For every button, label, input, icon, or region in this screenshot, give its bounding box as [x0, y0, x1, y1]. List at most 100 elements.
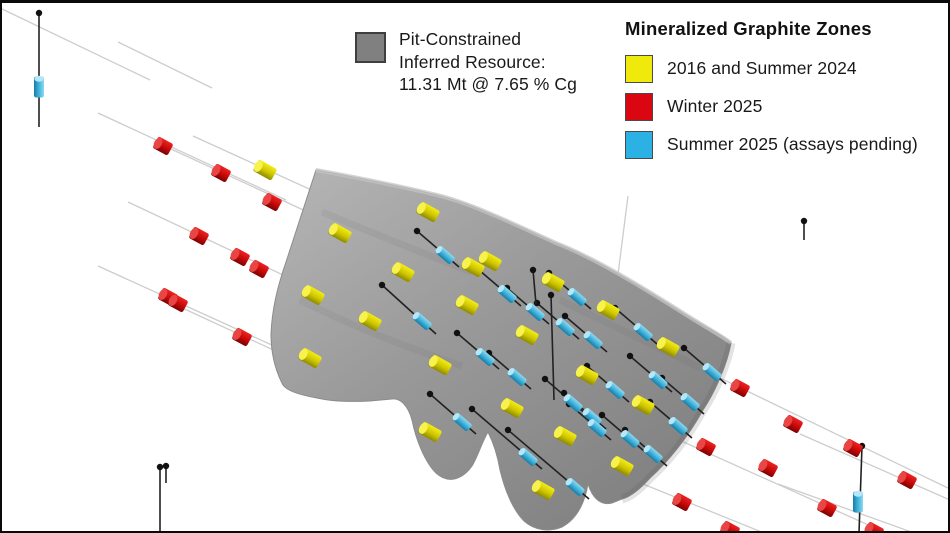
zone-red-intercept[interactable] — [671, 492, 693, 512]
zone-cyan-intercept[interactable] — [474, 347, 496, 367]
pit-resource-line2: Inferred Resource: — [399, 51, 546, 72]
pit-rim-highlight — [315, 168, 733, 345]
drill-collar-dot — [378, 281, 386, 289]
zone-cyan-intercept[interactable] — [647, 370, 669, 390]
zone-red-intercept[interactable] — [167, 293, 189, 313]
pit-shell[interactable] — [270, 168, 736, 531]
drill-collar-dot — [626, 352, 634, 360]
zone-red-intercept[interactable] — [729, 378, 751, 398]
zone-red-intercept[interactable] — [210, 163, 232, 183]
drill-collar-dot — [541, 375, 549, 383]
zone-row-2016-summer-2024: 2016 and Summer 2024 — [625, 54, 918, 83]
zone-yellow-intercept[interactable] — [514, 324, 540, 346]
zone-yellow-intercept[interactable] — [417, 421, 443, 443]
zone-red-intercept[interactable] — [229, 247, 251, 267]
zone-yellow-intercept[interactable] — [427, 354, 453, 376]
zone-yellow-intercept[interactable] — [327, 222, 353, 244]
zone-cyan-intercept[interactable] — [434, 245, 456, 265]
drill-trace-line — [157, 142, 313, 215]
zone-yellow-intercept[interactable] — [552, 425, 578, 447]
zone-red-intercept[interactable] — [248, 259, 270, 279]
zone-yellow-intercept[interactable] — [300, 284, 326, 306]
zone-red-intercept[interactable] — [863, 521, 885, 533]
zone-yellow-intercept[interactable] — [454, 294, 480, 316]
zone-cyan-intercept[interactable] — [667, 416, 689, 436]
pit-bench-streak — [558, 296, 702, 372]
zone-cyan-intercept[interactable] — [564, 477, 586, 497]
zone-cyan-intercept[interactable] — [566, 287, 588, 307]
zone-yellow-intercept[interactable] — [655, 336, 681, 358]
zone-cyan-intercept[interactable] — [604, 380, 626, 400]
zone-cyan-intercept[interactable] — [581, 407, 603, 427]
zone-cyan-vertical — [34, 75, 863, 513]
drill-collar-dot — [468, 405, 476, 413]
zone-cyan-intercept[interactable] — [554, 317, 576, 337]
drill-collar-dot — [680, 344, 688, 352]
zone-cyan-intercept[interactable] — [582, 330, 604, 350]
drill-collar-dot — [533, 299, 541, 307]
zone-yellow-intercept[interactable] — [357, 310, 383, 332]
zone-red-intercept[interactable] — [896, 470, 918, 490]
zone-red-intercept[interactable] — [842, 438, 864, 458]
zone-red — [152, 136, 918, 533]
pit-resource-legend: Pit-Constrained Inferred Resource: 11.31… — [355, 28, 577, 96]
zone-cyan-vertical-intercept[interactable] — [34, 75, 44, 98]
drill-trace-line — [117, 41, 213, 89]
zone-yellow-intercept[interactable] — [595, 299, 621, 321]
drill-hole-line — [858, 445, 863, 533]
zone-cyan-intercept[interactable] — [411, 311, 433, 331]
zone-yellow-intercept[interactable] — [630, 394, 656, 416]
zone-yellow-intercept[interactable] — [477, 250, 503, 272]
zone-label: Winter 2025 — [667, 96, 763, 116]
zone-yellow-intercept[interactable] — [609, 455, 635, 477]
zone-cyan-intercept[interactable] — [632, 322, 654, 342]
zone-cyan-intercept[interactable] — [679, 392, 701, 412]
zone-yellow-intercept[interactable] — [390, 261, 416, 283]
zone-red-intercept[interactable] — [261, 192, 283, 212]
cyan-zone-swatch-icon — [625, 130, 653, 159]
zone-cyan-intercept[interactable] — [586, 418, 608, 438]
zone-cyan-intercept[interactable] — [524, 302, 546, 322]
drill-trace-line — [177, 305, 283, 355]
zone-yellow-intercept[interactable] — [540, 271, 566, 293]
zone-yellow-intercept[interactable] — [530, 479, 556, 501]
yellow-zone-swatch-icon — [625, 54, 653, 83]
red-zone-swatch-icon — [625, 92, 653, 121]
zone-red-intercept[interactable] — [816, 498, 838, 518]
drill-collar-dot — [426, 390, 434, 398]
zone-red-intercept[interactable] — [757, 458, 779, 478]
zone-yellow-intercept[interactable] — [460, 256, 486, 278]
zone-cyan-intercept[interactable] — [619, 429, 641, 449]
zone-yellow-intercept[interactable] — [297, 347, 323, 369]
zone-cyan-intercept[interactable] — [496, 284, 518, 304]
zones-legend-title: Mineralized Graphite Zones — [625, 18, 872, 39]
zone-yellow-intercept[interactable] — [415, 201, 441, 223]
graphite-zones-legend: Mineralized Graphite Zones 2016 and Summ… — [625, 18, 918, 168]
zone-cyan-intercept[interactable] — [642, 444, 664, 464]
pit-resource-line3: 11.31 Mt @ 7.65 % Cg — [399, 74, 577, 94]
zone-cyan-intercept[interactable] — [517, 447, 539, 467]
pit-bench-streak — [298, 296, 464, 370]
zone-red-intercept[interactable] — [152, 136, 174, 156]
zone-yellow-intercept[interactable] — [252, 159, 278, 181]
zone-yellow-intercept[interactable] — [499, 397, 525, 419]
zone-cyan-intercept[interactable] — [701, 362, 723, 382]
drill-hole-line — [550, 294, 555, 401]
zone-cyan-intercept[interactable] — [562, 393, 584, 413]
zone-red-intercept[interactable] — [188, 226, 210, 246]
zone-red-intercept[interactable] — [231, 327, 253, 347]
drill-trace-line — [647, 425, 885, 533]
drill-collar-dot — [800, 217, 808, 225]
zone-cyan-vertical-intercept[interactable] — [853, 490, 863, 513]
zone-red-intercept[interactable] — [719, 520, 741, 533]
zone-red-intercept[interactable] — [782, 414, 804, 434]
drill-collar-dot — [547, 291, 555, 299]
zone-cyan-intercept[interactable] — [506, 367, 528, 387]
drill-trace-line — [97, 112, 287, 201]
drill-collar-dot — [598, 411, 606, 419]
zone-red-intercept[interactable] — [695, 437, 717, 457]
zone-yellow-intercept[interactable] — [574, 364, 600, 386]
zone-cyan-intercept[interactable] — [451, 412, 473, 432]
